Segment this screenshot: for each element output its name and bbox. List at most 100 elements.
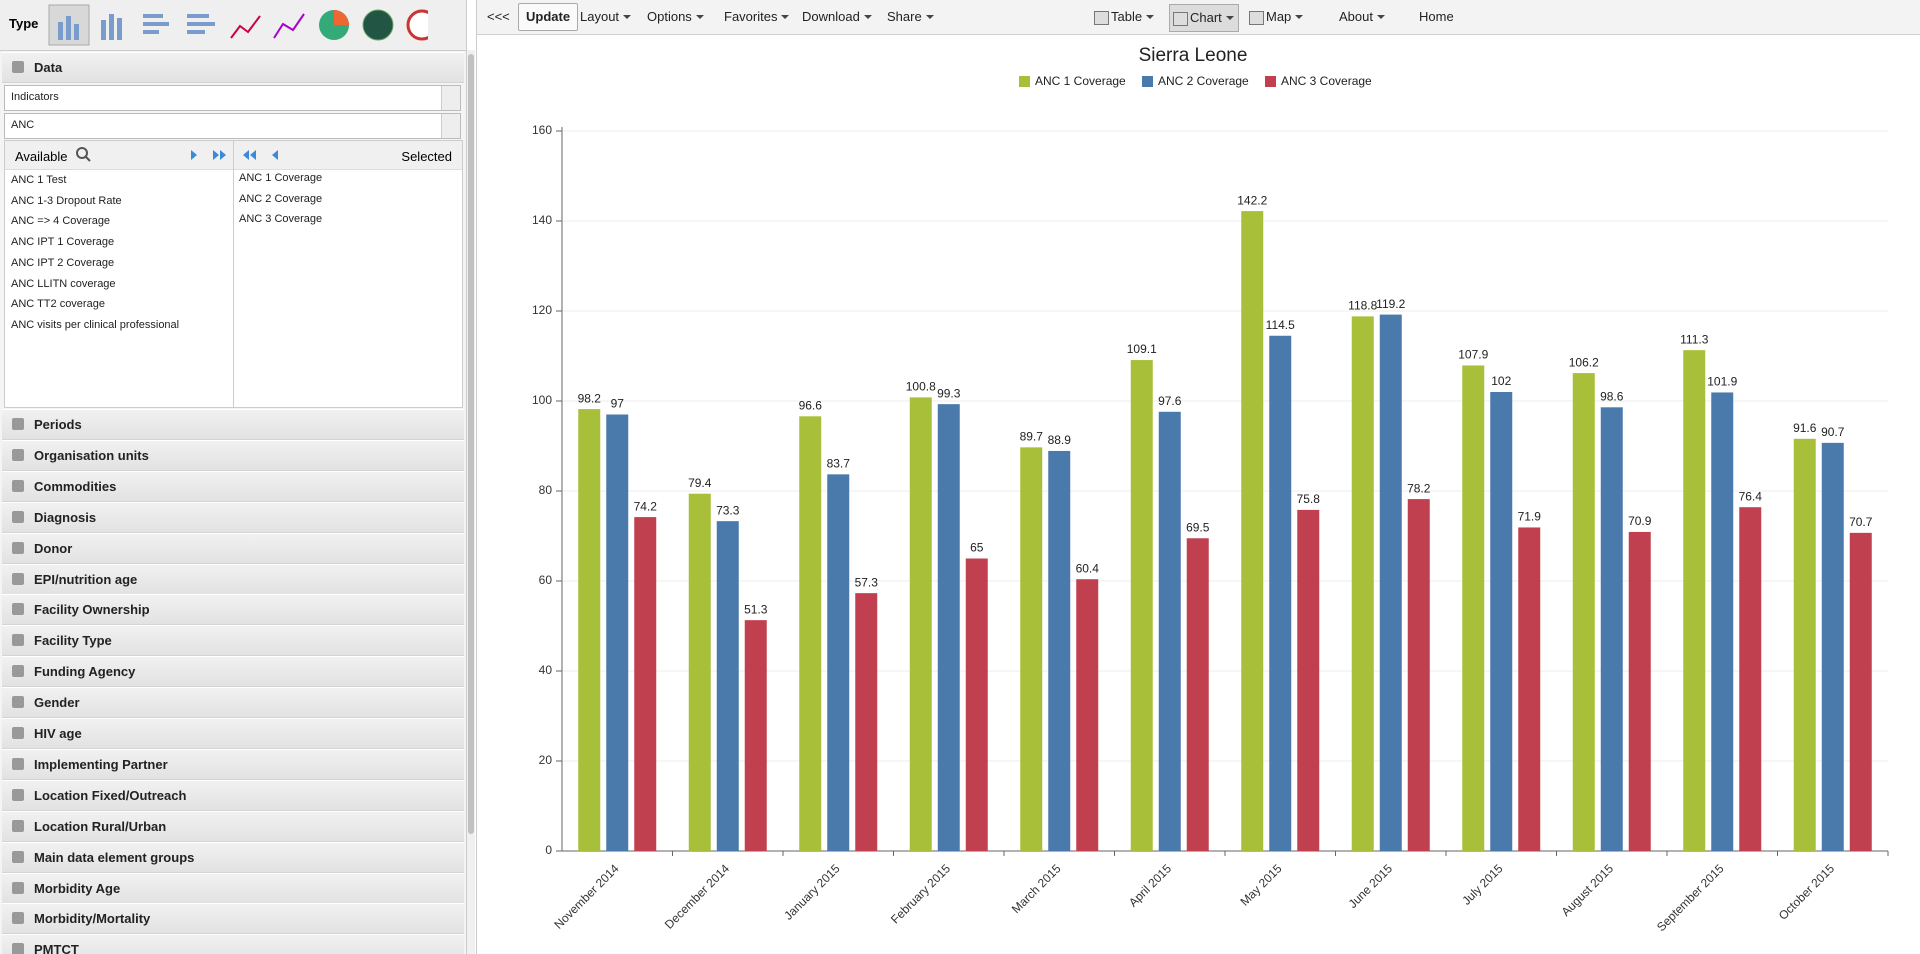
- scroll-thumb[interactable]: [468, 54, 474, 834]
- value-label: 78.2: [1407, 481, 1431, 495]
- type-bar[interactable]: [143, 14, 169, 34]
- dropdown-arrow[interactable]: [441, 86, 460, 110]
- x-tick-label: March 2015: [1009, 861, 1064, 916]
- move-all-right[interactable]: [213, 150, 226, 160]
- toolbar-right-button[interactable]: Chart: [1169, 4, 1239, 32]
- selected-item[interactable]: ANC 2 Coverage: [239, 192, 323, 205]
- data-header[interactable]: Data: [2, 52, 464, 83]
- section-header[interactable]: Funding Agency: [2, 656, 464, 688]
- available-item[interactable]: ANC IPT 1 Coverage: [11, 236, 115, 249]
- section-label: Diagnosis: [34, 509, 97, 525]
- selected-item[interactable]: ANC 3 Coverage: [239, 213, 323, 226]
- bar: [1048, 450, 1071, 851]
- selected-label: Selected: [401, 149, 452, 164]
- available-item[interactable]: ANC visits per clinical professional: [11, 318, 180, 331]
- value-label: 99.3: [937, 386, 961, 400]
- section-header[interactable]: Commodities: [2, 470, 464, 502]
- selected-item[interactable]: ANC 1 Coverage: [239, 172, 323, 184]
- dropdown-value: ANC: [11, 119, 35, 131]
- section-header[interactable]: Facility Ownership: [2, 594, 464, 626]
- bar: [799, 416, 822, 851]
- bar: [578, 409, 601, 851]
- section-label: Funding Agency: [34, 664, 136, 680]
- chart-type-icons: [48, 4, 428, 46]
- section-header[interactable]: Location Fixed/Outreach: [2, 779, 464, 811]
- value-label: 75.8: [1297, 492, 1321, 506]
- section-header[interactable]: Organisation units: [2, 439, 464, 471]
- value-label: 111.3: [1680, 332, 1709, 346]
- value-label: 118.8: [1348, 299, 1377, 313]
- menu-button[interactable]: Download: [802, 7, 872, 27]
- dropdown-arrow[interactable]: [441, 114, 460, 138]
- value-label: 70.7: [1849, 515, 1873, 529]
- type-radar[interactable]: [362, 9, 394, 41]
- type-stacked-bar[interactable]: [187, 14, 215, 34]
- section-header[interactable]: Gender: [2, 687, 464, 719]
- move-all-left[interactable]: [243, 150, 256, 160]
- section-header[interactable]: Morbidity/Mortality: [2, 903, 464, 935]
- value-label: 79.4: [688, 476, 712, 490]
- menu-button[interactable]: Share: [887, 7, 934, 27]
- section-header[interactable]: PMTCT: [2, 934, 464, 954]
- section-label: Facility Ownership: [34, 602, 150, 618]
- section-icon: [12, 634, 24, 647]
- toolbar-right-button[interactable]: Table: [1091, 7, 1154, 27]
- section-header[interactable]: Main data element groups: [2, 841, 464, 873]
- menu-button[interactable]: Options: [647, 7, 704, 27]
- available-item[interactable]: ANC => 4 Coverage: [11, 215, 111, 228]
- x-tick-label: September 2015: [1654, 861, 1727, 934]
- chart-title: Sierra Leone: [1139, 45, 1248, 66]
- bar: [827, 474, 850, 851]
- dropdown[interactable]: Indicators: [4, 85, 461, 111]
- available-header: Available: [5, 141, 233, 170]
- section-header[interactable]: Periods: [2, 409, 464, 440]
- search-icon[interactable]: [76, 147, 88, 159]
- type-bar: Type: [0, 0, 466, 51]
- type-stacked[interactable]: [101, 14, 122, 40]
- section-label: Gender: [34, 695, 80, 711]
- section-label: HIV age: [34, 726, 82, 741]
- type-area[interactable]: [273, 13, 305, 39]
- section-label: Periods: [34, 417, 82, 432]
- toolbar-right-button[interactable]: Map: [1246, 7, 1303, 27]
- section-header[interactable]: Location Rural/Urban: [2, 810, 464, 842]
- section-header[interactable]: Morbidity Age: [2, 872, 464, 904]
- type-gauge[interactable]: [406, 9, 428, 41]
- move-left[interactable]: [272, 150, 278, 160]
- type-line[interactable]: [230, 15, 261, 39]
- available-item[interactable]: ANC 1 Test: [11, 174, 67, 186]
- section-header[interactable]: EPI/nutrition age: [2, 563, 464, 595]
- available-item[interactable]: ANC LLITN coverage: [11, 277, 116, 290]
- section-header[interactable]: Implementing Partner: [2, 748, 464, 780]
- section-icon: [12, 788, 24, 801]
- legend-label: ANC 3 Coverage: [1281, 74, 1372, 88]
- legend-swatch: [1142, 76, 1153, 87]
- available-item[interactable]: ANC TT2 coverage: [11, 298, 105, 311]
- value-label: 114.5: [1266, 318, 1295, 332]
- x-tick-label: June 2015: [1346, 861, 1396, 911]
- section-icon: [12, 757, 24, 770]
- bar: [1407, 499, 1430, 851]
- available-item[interactable]: ANC 1-3 Dropout Rate: [11, 194, 122, 207]
- section-header[interactable]: Facility Type: [2, 625, 464, 657]
- x-tick-label: April 2015: [1126, 861, 1174, 909]
- dropdown[interactable]: ANC: [4, 113, 461, 139]
- menu-button[interactable]: Favorites: [724, 7, 789, 27]
- section-header[interactable]: Diagnosis: [2, 501, 464, 533]
- update-button[interactable]: Update: [518, 3, 579, 31]
- toolbar-right-button[interactable]: About: [1339, 7, 1385, 27]
- menu-button[interactable]: Layout: [580, 7, 631, 27]
- bar: [937, 404, 960, 851]
- sidebar: Type Data Available Selected Indicators A…: [0, 0, 467, 954]
- toolbar-right-button[interactable]: Home: [1419, 9, 1454, 24]
- move-right[interactable]: [191, 150, 197, 160]
- section-header[interactable]: Donor: [2, 532, 464, 564]
- value-label: 73.3: [716, 503, 740, 517]
- section-icon: [12, 727, 24, 739]
- section-header[interactable]: HIV age: [2, 718, 464, 749]
- available-label: Available: [15, 149, 68, 164]
- scrollbar[interactable]: [467, 50, 475, 954]
- collapse-button[interactable]: <<<: [487, 9, 510, 24]
- section-icon: [12, 541, 24, 554]
- available-item[interactable]: ANC IPT 2 Coverage: [11, 256, 115, 269]
